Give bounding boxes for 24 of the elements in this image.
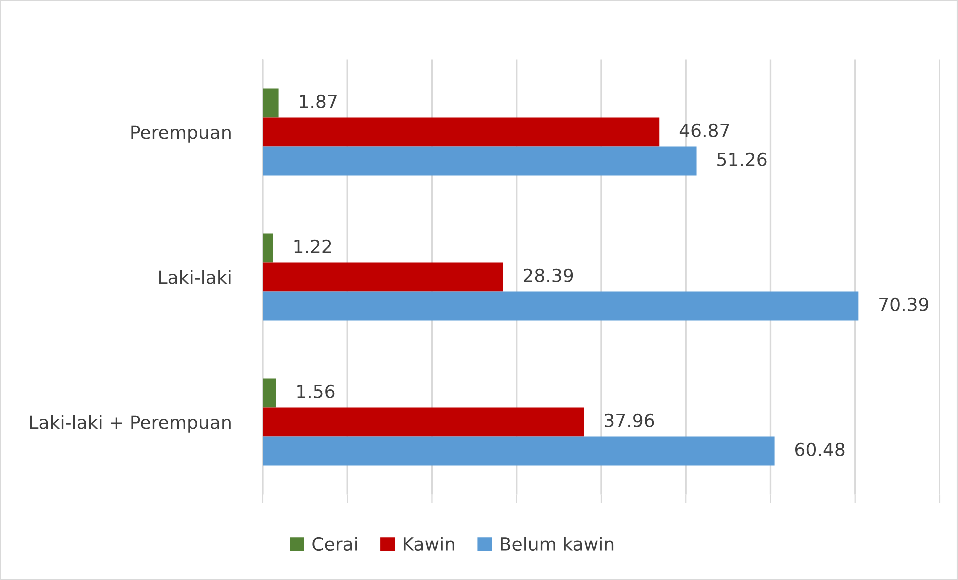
data-label: 51.26 xyxy=(718,152,767,166)
bar xyxy=(262,146,697,176)
bar xyxy=(262,292,859,321)
y-tick-label: Laki-laki xyxy=(160,270,231,284)
data-label: 1.87 xyxy=(300,94,337,108)
data-label: 28.39 xyxy=(524,268,574,282)
bar xyxy=(262,436,775,466)
y-tick-label: Laki-laki + Perempuan xyxy=(30,415,231,433)
legend-label: Kawin xyxy=(404,537,454,552)
bar xyxy=(262,118,660,147)
legend-label: Belum kawin xyxy=(501,537,614,552)
data-label: 1.56 xyxy=(298,384,335,398)
bar xyxy=(262,378,276,408)
bar xyxy=(262,88,279,118)
data-label: 46.87 xyxy=(680,124,730,138)
legend-label: Cerai xyxy=(312,537,358,552)
data-label: 1.22 xyxy=(294,240,332,254)
bar xyxy=(262,262,504,292)
y-tick-label: Perempuan xyxy=(132,126,231,143)
data-label: 60.48 xyxy=(796,442,845,456)
data-label: 37.96 xyxy=(605,414,654,428)
bar xyxy=(262,234,274,263)
bar xyxy=(262,408,584,437)
data-label: 70.39 xyxy=(880,298,929,312)
